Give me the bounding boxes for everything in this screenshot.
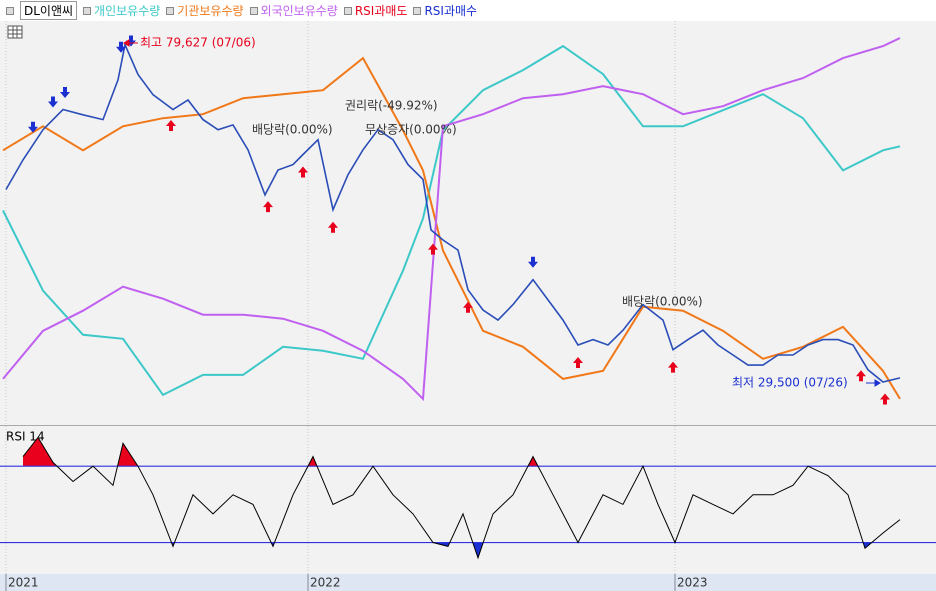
legend-label: DL이앤씨 (20, 1, 78, 20)
signal-arrow (573, 356, 583, 368)
price-panel (0, 21, 936, 425)
annotation: 최저 29,500 (07/26) (732, 376, 848, 390)
legend-label: 개인보유수량 (94, 4, 161, 18)
signal-arrow (48, 96, 58, 108)
legend-icon (83, 6, 92, 15)
annotation: 배당락(0.00%) (622, 295, 703, 309)
holding-line (2, 37, 901, 402)
signal-arrow (263, 201, 273, 213)
legend-label: RSI과매도 (354, 4, 408, 18)
table-icon[interactable] (7, 25, 23, 39)
legend-icon (6, 6, 14, 15)
legend-item: 외국인보유수량 (249, 2, 338, 19)
legend-icon (413, 6, 422, 15)
signal-arrow (880, 393, 890, 405)
signal-arrow (28, 121, 38, 133)
x-tick-label: 2023 (677, 576, 708, 590)
legend: DL이앤씨 개인보유수량 기관보유수량 외국인보유수량 RSI과매도 RSI과매수 (0, 0, 936, 21)
signal-arrow (126, 35, 136, 47)
signal-arrow (116, 41, 126, 53)
x-tick-label: 2021 (8, 576, 39, 590)
legend-icon (343, 6, 352, 15)
signal-arrow (298, 166, 308, 178)
signal-arrow (166, 119, 176, 131)
annotation: 무상증자(0.00%) (365, 123, 457, 137)
legend-label: RSI과매수 (424, 4, 478, 18)
annotation: 권리락(-49.92%) (345, 99, 438, 113)
signal-arrow (463, 301, 473, 313)
signal-arrow (60, 87, 70, 99)
rsi-panel (0, 426, 936, 574)
holding-line (2, 56, 901, 400)
legend-icon (249, 6, 258, 15)
legend-item: 기관보유수량 (166, 2, 244, 19)
high-pointer (123, 39, 138, 47)
annotation: 배당락(0.00%) (252, 123, 333, 137)
legend-item: 개인보유수량 (83, 2, 160, 19)
legend-item: DL이앤씨 (6, 1, 78, 20)
legend-label: 외국인보유수량 (260, 4, 338, 18)
signal-arrow (856, 370, 866, 382)
price-line (5, 42, 901, 383)
rsi-line (22, 436, 901, 560)
signal-arrow (668, 361, 678, 373)
rsi-overbought-fill (23, 437, 539, 467)
legend-item: RSI과매도 (343, 2, 408, 19)
legend-label: 기관보유수량 (177, 4, 244, 18)
rsi-title: RSI 14 (6, 430, 45, 444)
signal-arrow (428, 243, 438, 255)
low-pointer (866, 379, 881, 387)
legend-icon (166, 6, 175, 15)
signal-arrow (328, 221, 338, 233)
table-icon-grid (8, 26, 22, 38)
legend-item: RSI과매수 (413, 2, 477, 19)
signal-arrow (528, 256, 538, 268)
annotation: 최고 79,627 (07/06) (140, 36, 256, 50)
x-tick-label: 2022 (310, 576, 341, 590)
x-axis (0, 574, 936, 591)
